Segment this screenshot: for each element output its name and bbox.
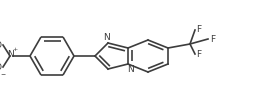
Text: −: − [0, 71, 6, 76]
Text: F: F [196, 51, 202, 59]
Text: F: F [210, 35, 216, 44]
Text: N: N [7, 51, 13, 59]
Text: O: O [0, 62, 1, 71]
Text: +: + [12, 48, 18, 53]
Text: N: N [126, 65, 133, 74]
Text: F: F [196, 25, 202, 34]
Text: N: N [104, 33, 110, 42]
Text: O: O [0, 41, 1, 50]
